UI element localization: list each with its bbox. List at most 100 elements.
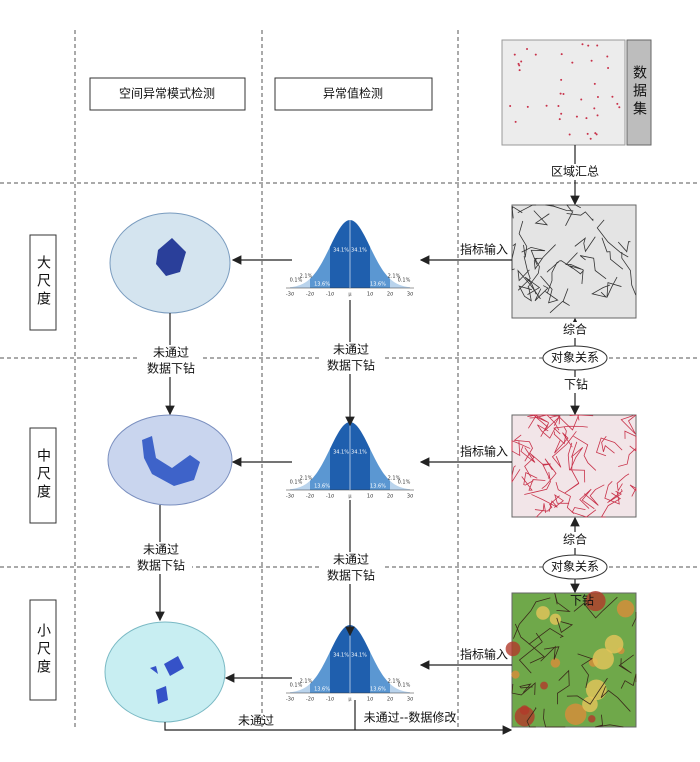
relation-label: 对象关系 — [551, 560, 599, 574]
scale-box — [29, 234, 57, 331]
map-boundary — [573, 596, 618, 619]
spatial-result — [104, 621, 226, 723]
map-dot — [509, 104, 512, 107]
map-boundary — [533, 210, 550, 226]
percent-label: 2.1% — [300, 476, 313, 482]
map-boundary — [524, 276, 541, 295]
map-patch — [550, 658, 561, 668]
map-patch — [514, 706, 535, 727]
map-boundary — [531, 494, 558, 512]
normal-curve: -3σ -2σ -1σ μ 1σ 2σ 3σ0.1%2.1%13.6%34.1% 34.1%1… — [286, 625, 414, 703]
map-dot — [557, 105, 560, 108]
edge-label: 下钻 — [570, 593, 594, 608]
normal-curve: -3σ -2σ -1σ μ 1σ 2σ 3σ0.1%2.1%13.6%34.1% 34.1%1… — [286, 422, 414, 500]
map-dot — [560, 112, 563, 115]
axis-label: 3σ — [407, 494, 414, 500]
map-boundary — [517, 269, 541, 300]
map-dot — [596, 44, 599, 47]
scale-label: 中尺度 — [35, 448, 51, 502]
scale-box — [29, 599, 57, 701]
map-dot — [526, 48, 529, 51]
map-dot — [607, 67, 610, 70]
edge-label: 数据下钻 — [137, 558, 185, 573]
map-patch — [536, 606, 550, 620]
percent-label: 0.1% — [290, 683, 303, 689]
axis-label: -3σ — [286, 697, 295, 703]
curve-band — [370, 246, 390, 288]
map-dot — [581, 43, 584, 46]
percent-label: 13.6% — [370, 484, 386, 490]
map-boundary — [511, 206, 523, 219]
map-patch — [585, 679, 607, 701]
map-boundary — [616, 473, 630, 492]
map-boundary — [527, 414, 549, 424]
map-boundary — [573, 435, 597, 471]
map-boundary — [518, 220, 528, 258]
map-patch — [604, 634, 624, 654]
map-boundary — [551, 431, 577, 468]
map-dot — [589, 137, 592, 140]
anomaly-cluster — [142, 436, 200, 486]
edge-label: 数据下钻 — [327, 568, 375, 583]
map-dot — [618, 106, 621, 109]
map-patch — [616, 600, 635, 618]
map-patch — [505, 641, 521, 657]
curve-band — [290, 683, 310, 693]
map-boundary — [518, 285, 532, 302]
map-boundary — [511, 440, 531, 451]
map-boundary — [579, 255, 607, 280]
map-dot — [595, 133, 598, 136]
map-dot — [518, 69, 521, 72]
curve-band — [290, 480, 310, 490]
map-boundary — [553, 426, 567, 445]
map-boundary — [554, 493, 570, 508]
map-dot — [585, 117, 588, 120]
map-patch — [540, 681, 548, 690]
map-boundary — [543, 708, 566, 728]
map-patch — [585, 590, 606, 612]
percent-label: 0.1% — [290, 278, 303, 284]
map-boundary — [519, 683, 533, 693]
edge-label: 区域汇总 — [551, 165, 599, 179]
map-dot — [562, 92, 565, 95]
map-boundary — [566, 211, 594, 222]
axis-label: -2σ — [306, 494, 315, 500]
map-boundary — [595, 714, 624, 728]
map-dot — [571, 61, 574, 64]
curve-band — [310, 448, 330, 490]
map-boundary — [529, 414, 561, 426]
edge-label: 未通过 — [333, 343, 369, 357]
map-patch — [588, 715, 596, 723]
map-boundary — [596, 437, 623, 457]
map-dot — [580, 98, 583, 101]
dataset-label: 数据集 — [631, 65, 647, 119]
map-dot — [520, 60, 523, 63]
map-boundary — [549, 288, 570, 314]
map-dot — [514, 120, 517, 123]
map-dot — [596, 114, 599, 117]
map-dot — [590, 59, 593, 62]
percent-label: 2.1% — [300, 679, 313, 685]
header: 空间异常模式检测 — [119, 86, 215, 101]
map-boundary — [601, 237, 624, 270]
map-boundary — [554, 432, 573, 454]
curve-band — [390, 683, 410, 693]
map-boundary — [554, 592, 571, 612]
relation-label: 对象关系 — [551, 351, 599, 365]
map-dot — [575, 115, 578, 118]
map-dot — [559, 92, 562, 95]
normal-curve: -3σ -2σ -1σ μ 1σ 2σ 3σ0.1%2.1%13.6%34.1% 34.1%1… — [286, 220, 414, 298]
axis-label: μ — [348, 292, 352, 298]
map-boundary — [511, 682, 536, 696]
map-boundary — [569, 265, 584, 275]
axis-label: -3σ — [286, 494, 295, 500]
axis-label: -1σ — [326, 292, 335, 298]
map-boundary — [606, 276, 622, 298]
percent-label: 13.6% — [314, 484, 330, 490]
curve-band — [370, 651, 390, 693]
header-box — [274, 77, 433, 111]
axis-label: μ — [348, 494, 352, 500]
percent-label: 2.1% — [388, 274, 401, 280]
scale-label: 小尺度 — [35, 623, 51, 677]
